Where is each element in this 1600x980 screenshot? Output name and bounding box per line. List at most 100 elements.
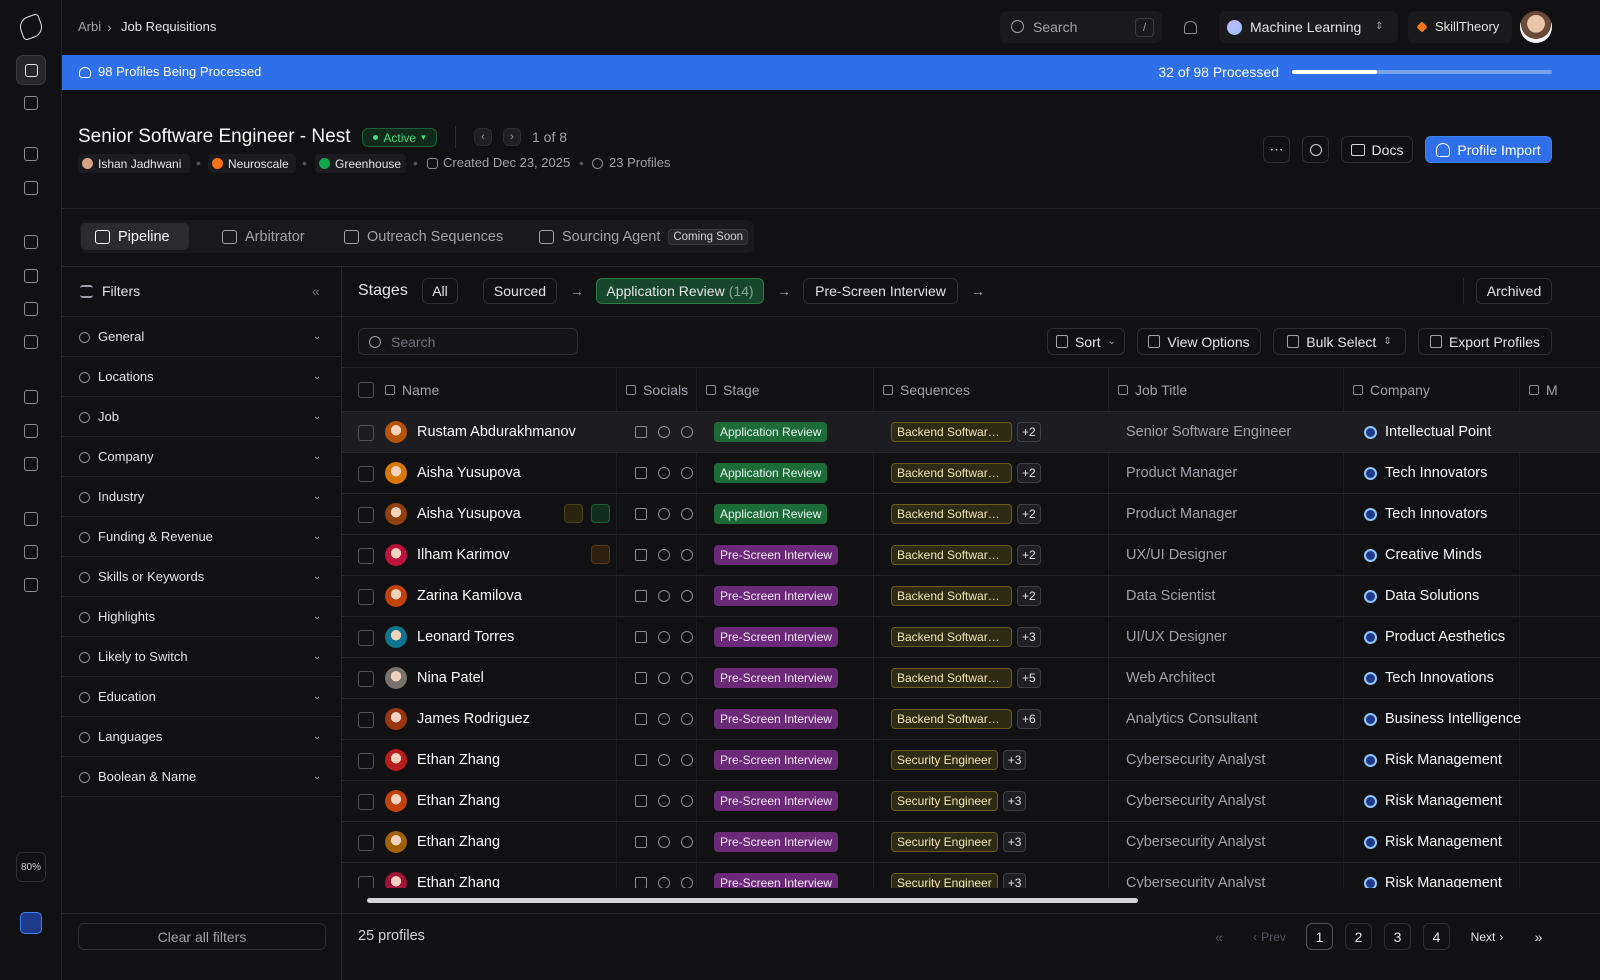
scroll-thumb[interactable] (367, 898, 1138, 903)
filter-section[interactable]: Likely to Switch ⌄ (62, 637, 341, 677)
nav-button[interactable] (16, 573, 46, 597)
filter-section[interactable]: Languages ⌄ (62, 717, 341, 757)
candidate-name[interactable]: Zarina Kamilova (417, 588, 522, 604)
nav-button[interactable] (16, 452, 46, 476)
page-button[interactable]: 3 (1384, 923, 1411, 950)
breadcrumb-item[interactable]: Job Requisitions (121, 19, 217, 34)
stage-button[interactable]: Application Review (14) (596, 278, 764, 304)
clear-filters-button[interactable]: Clear all filters (78, 923, 326, 950)
breadcrumb-item[interactable]: Arbi (78, 19, 102, 34)
tab[interactable]: Pipeline (81, 223, 189, 250)
nav-button[interactable] (16, 540, 46, 564)
filter-section[interactable]: Skills or Keywords ⌄ (62, 557, 341, 597)
stage-button[interactable]: Pre-Screen Interview (803, 278, 958, 304)
nav-button[interactable] (16, 230, 46, 254)
row-checkbox[interactable] (358, 753, 374, 769)
candidate-name[interactable]: Ethan Zhang (417, 793, 501, 809)
toolbar-button[interactable]: View Options (1137, 328, 1261, 355)
table-row[interactable]: Leonard Torres Pre-Screen Interview Backen… (342, 617, 1600, 658)
notifications-button[interactable] (1176, 13, 1204, 41)
collapse-button[interactable]: « (312, 283, 320, 299)
row-checkbox[interactable] (358, 671, 374, 687)
row-checkbox[interactable] (358, 548, 374, 564)
nav-button[interactable] (16, 142, 46, 166)
candidate-name[interactable]: Ethan Zhang (417, 834, 501, 850)
archived-button[interactable]: Archived (1476, 278, 1552, 304)
toolbar-button[interactable]: Export Profiles (1418, 328, 1552, 355)
zoom-button[interactable]: 80% (16, 852, 46, 882)
row-checkbox[interactable] (358, 794, 374, 810)
next-button[interactable]: Next › (1462, 923, 1512, 950)
header-checkbox[interactable] (358, 382, 374, 398)
filter-section[interactable]: Boolean & Name ⌄ (62, 757, 341, 797)
stage-all-button[interactable]: All (422, 278, 458, 304)
home-button[interactable] (16, 55, 46, 85)
stage-button[interactable]: Sourced (483, 278, 557, 304)
toolbar-button[interactable]: Bulk Select ⇕ (1273, 328, 1406, 355)
pager-button[interactable]: ‹ (474, 128, 492, 146)
first-page-button[interactable]: « (1215, 928, 1223, 945)
filter-section[interactable]: General ⌄ (62, 317, 341, 357)
table-row[interactable]: Ethan Zhang Pre-Screen Interview Security … (342, 781, 1600, 822)
table-row[interactable]: Aisha Yusupova Application Review Backend … (342, 453, 1600, 494)
tab[interactable]: Outreach Sequences (330, 223, 505, 250)
row-checkbox[interactable] (358, 466, 374, 482)
docs-button[interactable]: Docs (1341, 136, 1413, 163)
nav-button[interactable] (16, 176, 46, 200)
workspace-icon[interactable] (20, 912, 42, 934)
row-checkbox[interactable] (358, 507, 374, 523)
candidate-name[interactable]: Leonard Torres (417, 629, 515, 645)
filter-section[interactable]: Education ⌄ (62, 677, 341, 717)
nav-button[interactable] (16, 330, 46, 354)
candidate-name[interactable]: Ilham Karimov (417, 547, 510, 563)
workspace-switcher[interactable]: Machine Learning ⇕ (1219, 11, 1398, 43)
page-button[interactable]: 2 (1345, 923, 1372, 950)
nav-button[interactable] (16, 297, 46, 321)
row-checkbox[interactable] (358, 712, 374, 728)
row-checkbox[interactable] (358, 835, 374, 851)
more-button[interactable]: ⋯ (1263, 136, 1290, 163)
filter-section[interactable]: Company ⌄ (62, 437, 341, 477)
table-row[interactable]: James Rodriguez Pre-Screen Interview Backe… (342, 699, 1600, 740)
page-button[interactable]: 1 (1306, 923, 1333, 950)
tab[interactable]: Arbitrator (208, 223, 323, 250)
candidate-name[interactable]: James Rodriguez (417, 711, 530, 727)
candidate-name[interactable]: Ethan Zhang (417, 752, 501, 768)
table-row[interactable]: Ethan Zhang Pre-Screen Interview Security … (342, 740, 1600, 781)
nav-button[interactable] (16, 419, 46, 443)
toolbar-button[interactable]: Sort ⌄ (1047, 328, 1125, 355)
filter-section[interactable]: Industry ⌄ (62, 477, 341, 517)
status-badge[interactable]: Active ▾ (362, 128, 437, 147)
prev-button[interactable]: ‹ Prev (1245, 923, 1294, 950)
candidate-name[interactable]: Aisha Yusupova (417, 465, 521, 481)
table-row[interactable]: Ilham Karimov Pre-Screen Interview Backend… (342, 535, 1600, 576)
tab[interactable]: Sourcing Agent Coming Soon (525, 223, 753, 250)
global-search[interactable]: Search / (1000, 11, 1162, 43)
last-page-button[interactable]: » (1534, 928, 1543, 945)
nav-button[interactable] (16, 507, 46, 531)
table-row[interactable]: Ethan Zhang Pre-Screen Interview Security … (342, 822, 1600, 863)
candidate-name[interactable]: Aisha Yusupova (417, 506, 521, 522)
nav-button[interactable] (16, 385, 46, 409)
table-row[interactable]: Rustam Abdurakhmanov Application Review Ba… (342, 412, 1600, 453)
table-row[interactable]: Ethan Zhang Pre-Screen Interview Security … (342, 863, 1600, 888)
filter-section[interactable]: Highlights ⌄ (62, 597, 341, 637)
table-row[interactable]: Zarina Kamilova Pre-Screen Interview Backe… (342, 576, 1600, 617)
user-avatar[interactable] (1520, 11, 1552, 43)
nav-button[interactable] (16, 264, 46, 288)
settings-button[interactable] (1302, 136, 1329, 163)
table-row[interactable]: Nina Patel Pre-Screen Interview Backend So… (342, 658, 1600, 699)
filter-section[interactable]: Funding & Revenue ⌄ (62, 517, 341, 557)
profile-import-button[interactable]: Profile Import (1425, 136, 1552, 163)
nav-button[interactable] (16, 91, 46, 115)
page-button[interactable]: 4 (1423, 923, 1450, 950)
row-checkbox[interactable] (358, 876, 374, 888)
pager-button[interactable]: › (503, 128, 521, 146)
candidate-name[interactable]: Ethan Zhang (417, 875, 501, 888)
row-checkbox[interactable] (358, 630, 374, 646)
row-checkbox[interactable] (358, 425, 374, 441)
candidate-name[interactable]: Rustam Abdurakhmanov (417, 424, 576, 440)
org-switcher[interactable]: SkillTheory (1408, 11, 1512, 43)
filter-section[interactable]: Job ⌄ (62, 397, 341, 437)
row-checkbox[interactable] (358, 589, 374, 605)
